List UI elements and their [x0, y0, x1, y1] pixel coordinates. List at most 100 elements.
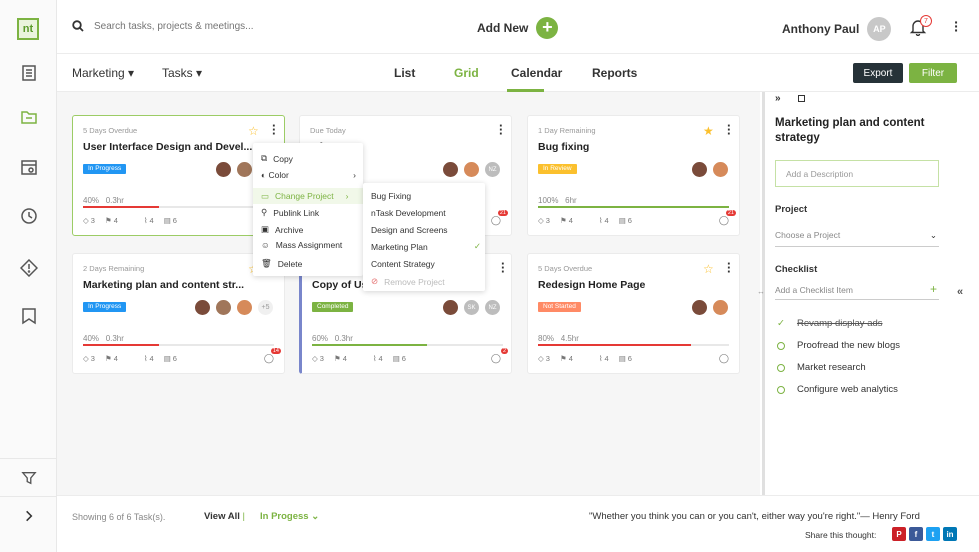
linkedin-icon[interactable]: in [943, 527, 957, 541]
remove-project-option[interactable]: ⊘ Remove Project [371, 276, 445, 287]
comments-icon[interactable]: ◯ [263, 353, 274, 363]
collapse-panel-icon[interactable]: » [775, 93, 781, 104]
tab-grid[interactable]: Grid [454, 66, 479, 80]
checkbox-icon [777, 341, 785, 350]
assignees[interactable]: +5 [194, 299, 274, 316]
pinterest-icon[interactable]: P [892, 527, 906, 541]
progress-text: 100% 6hr [538, 196, 577, 205]
card-menu-icon[interactable]: ··· [499, 118, 504, 141]
facebook-icon[interactable]: f [909, 527, 923, 541]
project-option-selected[interactable]: Marketing Plan ✓ [371, 241, 481, 252]
more-vertical-icon[interactable]: · · · [954, 14, 959, 38]
sidebar-filter-icon[interactable] [0, 458, 57, 496]
checklist-item[interactable]: Proofread the new blogs [777, 340, 900, 351]
task-card[interactable]: 5 Days Overdue Redesign Home Page ☆ · · · Not … [527, 253, 740, 374]
export-button[interactable]: Export [853, 63, 903, 83]
avatar [691, 161, 708, 178]
comments-badge: 2 [500, 348, 508, 354]
tab-calendar[interactable]: Calendar [511, 66, 563, 80]
tab-list[interactable]: List [394, 66, 416, 80]
notification-badge: 7 [920, 15, 932, 27]
resize-handle-icon[interactable]: ↔ [757, 287, 765, 296]
checklist-item[interactable]: Configure web analytics [777, 384, 898, 395]
menu-item-copy[interactable]: ⧉ Copy [261, 153, 293, 164]
view-all-link[interactable]: View All | [204, 511, 246, 522]
project-option[interactable]: nTask Development [371, 208, 446, 218]
project-select[interactable]: Choose a Project ⌄ [775, 230, 939, 247]
sidebar-timesheet-icon[interactable] [18, 205, 40, 227]
menu-item-public-link[interactable]: ⚲ Publink Link [261, 207, 320, 218]
card-menu-icon[interactable]: ··· [272, 118, 277, 141]
status-filter-select[interactable]: In Progess ⌄ [260, 511, 320, 522]
tasks-select[interactable]: Tasks ▾ [162, 66, 203, 80]
footer: Showing 6 of 6 Task(s). View All | In Pr… [57, 495, 979, 552]
checklist-item[interactable]: ✓ Revamp display ads [777, 318, 883, 329]
comments-icon[interactable]: ◯ [718, 215, 729, 225]
project-option[interactable]: Content Strategy [371, 259, 435, 269]
card-menu-icon[interactable]: ··· [727, 118, 732, 141]
checklist-input[interactable]: Add a Checklist Item + [775, 282, 939, 300]
star-icon[interactable]: ☆ [703, 262, 714, 276]
assignees[interactable]: NZ [442, 161, 501, 178]
star-icon[interactable]: ☆ [248, 124, 259, 138]
checklist-item[interactable]: Market research [777, 362, 866, 373]
task-title[interactable]: Copy of Us... [312, 279, 377, 291]
menu-item-archive[interactable]: ▣ Archive [261, 224, 304, 235]
status-badge[interactable]: Completed [312, 302, 354, 312]
task-title[interactable]: Marketing plan and content str... [83, 279, 245, 291]
task-title[interactable]: Bug fixing [538, 141, 590, 153]
task-title[interactable]: Redesign Home Page [538, 279, 646, 291]
sidebar-issues-icon[interactable] [18, 257, 40, 279]
more-assignees-badge[interactable]: +5 [257, 299, 274, 316]
assignees[interactable] [691, 299, 729, 316]
task-title[interactable]: User Interface Design and Devel... [83, 141, 253, 153]
card-menu-icon[interactable]: ··· [501, 256, 506, 279]
comments-icon[interactable]: ◯ [718, 353, 729, 363]
menu-item-mass-assignment[interactable]: ☺ Mass Assignment [261, 240, 343, 250]
menu-item-change-project[interactable]: ▭ Change Project › [253, 188, 363, 204]
assignees[interactable]: SK NZ [442, 299, 501, 316]
workspace-select[interactable]: Marketing ▾ [72, 66, 135, 80]
task-card[interactable]: 5 Days Overdue User Interface Design and … [72, 115, 285, 236]
sidebar-risks-icon[interactable] [18, 305, 40, 327]
status-badge[interactable]: In Review [538, 164, 577, 174]
status-badge[interactable]: In Progress [83, 164, 127, 174]
sidebar-calendar-icon[interactable] [18, 156, 40, 178]
sidebar-projects-icon[interactable] [18, 106, 40, 128]
comments-badge: 21 [725, 210, 736, 216]
menu-item-delete[interactable]: 🗑 Delete [261, 258, 303, 269]
project-option[interactable]: Design and Screens [371, 225, 448, 235]
palette-icon: ◐ [261, 170, 267, 180]
menu-item-color[interactable]: ◐ Color › [261, 170, 356, 180]
project-option[interactable]: Bug Fixing [371, 191, 412, 201]
status-badge[interactable]: Not Started [538, 302, 581, 312]
comments-icon[interactable]: ◯ [490, 353, 501, 363]
check-icon: ✓ [473, 241, 481, 251]
attachment-icon: ⌇ 4 [143, 354, 154, 363]
tasks-icon: ⚑ 4 [104, 216, 118, 225]
twitter-icon[interactable]: t [926, 527, 940, 541]
add-checklist-icon[interactable]: + [929, 282, 937, 296]
user-menu[interactable]: Anthony Paul AP [782, 17, 892, 41]
filter-button[interactable]: Filter [909, 63, 957, 83]
tab-reports[interactable]: Reports [592, 66, 638, 80]
search-input[interactable] [94, 20, 294, 32]
status-badge[interactable]: In Progress [83, 302, 127, 312]
panel-task-title[interactable]: Marketing plan and content strategy [775, 117, 925, 144]
description-input[interactable]: Add a Description [775, 160, 939, 187]
expand-panel-icon[interactable]: « [957, 286, 964, 298]
sidebar-dashboard-icon[interactable] [18, 62, 40, 84]
check-icon: ✓ [777, 318, 785, 329]
card-menu-icon[interactable]: ··· [727, 256, 732, 279]
attachment-icon: ⌇ 4 [598, 216, 609, 225]
sidebar-expand-icon[interactable] [0, 496, 57, 534]
app-logo[interactable]: nt [17, 18, 39, 40]
task-card[interactable]: 2 Days Remaining Marketing plan and conte… [72, 253, 285, 374]
assignees[interactable] [691, 161, 729, 178]
comments-icon[interactable]: ◯ [490, 215, 501, 225]
task-card[interactable]: 1 Day Remaining Bug fixing ★ · · · In Review 10… [527, 115, 740, 236]
window-icon[interactable] [798, 95, 805, 102]
star-icon[interactable]: ★ [703, 124, 714, 138]
tasks-icon: ⚑ 4 [559, 216, 573, 225]
add-new-button[interactable]: Add New + [477, 17, 559, 39]
